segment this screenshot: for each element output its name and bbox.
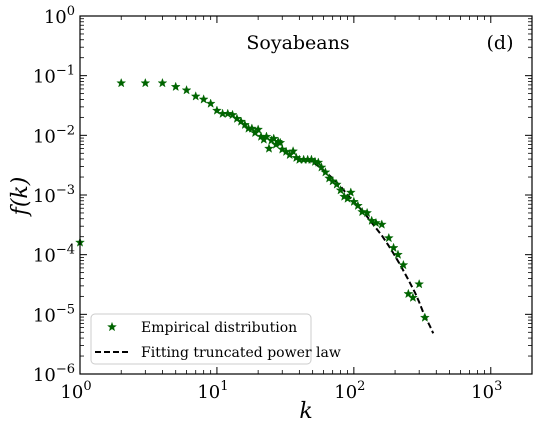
y-axis-label: f(k): [8, 177, 33, 218]
y-tick-label: 100: [44, 4, 75, 28]
legend-star-icon: [107, 321, 117, 332]
fit-line: [306, 158, 435, 334]
data-point: [227, 109, 238, 120]
data-point: [239, 119, 250, 130]
data-point: [366, 215, 377, 225]
data-point: [198, 94, 209, 104]
y-tick-label: 10−1: [33, 64, 75, 88]
legend-label-empirical: Empirical distribution: [141, 320, 297, 336]
data-point: [246, 123, 257, 133]
data-point: [348, 196, 359, 206]
data-point: [253, 124, 264, 134]
data-point: [393, 249, 403, 259]
data-point: [414, 279, 425, 289]
fit-line-layer: [306, 158, 435, 334]
x-axis-label: k: [299, 399, 312, 424]
legend-marker-empirical: [107, 321, 117, 332]
y-tick-label: 10−6: [33, 362, 75, 386]
data-point: [352, 200, 363, 210]
data-point: [345, 187, 356, 197]
plot-frame: [79, 15, 533, 375]
data-point: [211, 105, 222, 115]
tick-labels-layer: 100 101 102 103 10−6 10−5 10−4 10−3 10−2 10−1 100: [33, 4, 502, 403]
data-point: [320, 167, 331, 177]
data-point: [398, 259, 409, 270]
legend: Empirical distribution Fitting truncated…: [90, 313, 341, 365]
data-point: [316, 162, 327, 172]
y-tick-label: 10−2: [33, 123, 75, 147]
data-point: [331, 179, 342, 189]
data-point: [140, 77, 151, 88]
data-point: [261, 131, 272, 141]
data-point: [205, 98, 216, 108]
data-point: [264, 143, 274, 153]
annotation-title: Soyabeans: [246, 32, 349, 54]
data-point: [376, 219, 387, 229]
data-point: [371, 217, 381, 228]
data-point: [403, 288, 414, 299]
data-point: [362, 207, 373, 218]
data-point: [388, 242, 399, 253]
y-tick-label: 10−4: [33, 243, 75, 267]
data-point: [383, 232, 394, 243]
legend-box: [90, 313, 312, 365]
data-point: [357, 206, 368, 217]
x-tick-label: 100: [60, 379, 91, 403]
annotation-panel-label: (d): [487, 32, 514, 54]
ticks-layer: [79, 15, 533, 375]
data-point: [407, 292, 418, 302]
data-point: [116, 77, 127, 88]
data-point: [277, 144, 288, 154]
data-point: [342, 193, 353, 203]
data-point: [170, 81, 181, 92]
data-point: [275, 137, 286, 147]
x-tick-label: 101: [197, 379, 228, 403]
data-point: [288, 146, 299, 156]
data-point: [313, 157, 324, 167]
data-point: [157, 77, 168, 88]
data-point: [181, 85, 192, 95]
x-tick-label: 102: [334, 379, 365, 403]
data-point: [419, 312, 430, 322]
legend-label-fit: Fitting truncated power law: [141, 345, 341, 361]
data-point: [190, 91, 201, 101]
y-tick-label: 10−5: [33, 302, 75, 326]
x-tick-label: 103: [471, 379, 502, 403]
points-layer: [75, 77, 430, 322]
data-point: [335, 185, 346, 195]
y-tick-label: 10−3: [33, 183, 75, 207]
